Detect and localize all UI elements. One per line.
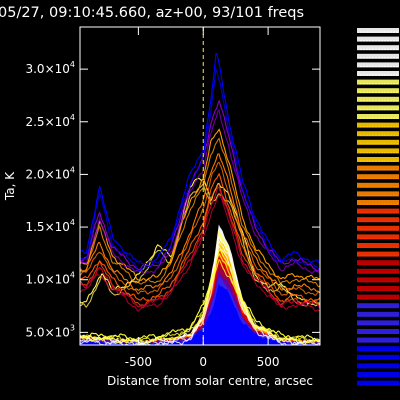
frequency-label-swatch xyxy=(357,311,399,317)
series-line xyxy=(80,128,320,282)
frequency-label-swatch xyxy=(357,96,399,102)
series-line xyxy=(80,52,320,265)
series-line xyxy=(80,194,320,312)
series-layer xyxy=(80,52,320,345)
frequency-label-swatch xyxy=(357,165,399,171)
plot-frame xyxy=(79,26,321,346)
y-tick-label: 2.0×104 xyxy=(25,165,75,181)
frequency-label-swatch xyxy=(357,320,399,326)
frequency-label-swatch xyxy=(357,122,399,128)
frequency-label-swatch xyxy=(357,225,399,231)
frequency-label-swatch xyxy=(357,268,399,274)
frequency-label-swatch xyxy=(357,148,399,154)
frequency-label-swatch xyxy=(357,303,399,309)
series-line xyxy=(80,67,320,272)
frequency-label-swatch xyxy=(357,234,399,240)
series-line xyxy=(80,137,320,288)
y-axis-label: Ta, K xyxy=(3,171,17,201)
frequency-label-swatch xyxy=(357,53,399,59)
frequency-label-swatch xyxy=(357,346,399,352)
frequency-label-swatch xyxy=(357,354,399,360)
chart-title: 05/27, 09:10:45.660, az+00, 93/101 freqs xyxy=(0,5,304,21)
y-tick-label: 2.5×104 xyxy=(25,113,75,129)
frequency-label-swatch xyxy=(357,200,399,205)
frequency-label-swatch xyxy=(357,251,399,257)
series-line xyxy=(80,186,320,309)
series-line xyxy=(80,153,320,294)
emission-band xyxy=(80,283,320,345)
x-tick-label: -500 xyxy=(125,355,152,369)
frequency-label-swatch xyxy=(357,88,399,94)
frequency-label-swatch xyxy=(357,294,399,300)
frequency-label-swatch xyxy=(357,372,399,377)
y-tick-label: 5.0×103 xyxy=(25,323,75,339)
frequency-label-swatch xyxy=(357,114,399,119)
frequency-label-swatch xyxy=(357,286,399,291)
frequency-label-swatch xyxy=(357,174,399,180)
y-tick-label: 1.0×104 xyxy=(25,271,75,287)
frequency-label-swatch xyxy=(357,182,399,188)
series-line xyxy=(80,109,320,275)
series-line xyxy=(80,249,320,343)
frequency-label-swatch xyxy=(357,131,399,137)
frequency-label-swatch xyxy=(357,139,399,145)
series-line xyxy=(80,244,315,345)
series-line xyxy=(80,258,320,345)
emission-band xyxy=(80,271,320,345)
frequency-label-swatch xyxy=(357,62,399,68)
frequency-label-swatch xyxy=(357,217,399,223)
series-line xyxy=(80,252,320,344)
y-tick-label: 1.5×104 xyxy=(25,218,75,234)
x-tick-label: 0 xyxy=(199,355,207,369)
frequency-label-swatch xyxy=(357,277,399,283)
frequency-label-swatch xyxy=(357,380,399,386)
frequency-label-swatch xyxy=(357,71,399,76)
emission-band xyxy=(80,266,320,345)
frequency-label-swatch xyxy=(357,337,399,343)
frequency-label-swatch xyxy=(357,260,399,266)
frequency-label-swatch xyxy=(357,28,399,33)
frequency-label-swatch xyxy=(357,191,399,197)
axes: -500 0 500 5.0×103 1.0×104 1.5×104 2.0×104 2.5×… xyxy=(25,27,320,369)
x-tick-label: 500 xyxy=(257,355,280,369)
frequency-label-swatch xyxy=(357,363,399,369)
series-line xyxy=(80,172,320,303)
frequency-label-swatch xyxy=(357,105,399,111)
frequency-label-swatch xyxy=(357,79,399,85)
frequency-label-swatch xyxy=(357,243,399,248)
frequency-label-swatch xyxy=(357,36,399,42)
y-tick-label: 3.0×104 xyxy=(25,60,75,76)
x-axis-label: Distance from solar centre, arcsec xyxy=(107,374,313,388)
frequency-label-swatch xyxy=(357,208,399,214)
frequency-label-swatch xyxy=(357,45,399,51)
frequency-label-swatch xyxy=(357,329,399,334)
series-line xyxy=(80,161,320,296)
frequency-labels xyxy=(357,28,399,386)
frequency-label-swatch xyxy=(357,157,399,162)
